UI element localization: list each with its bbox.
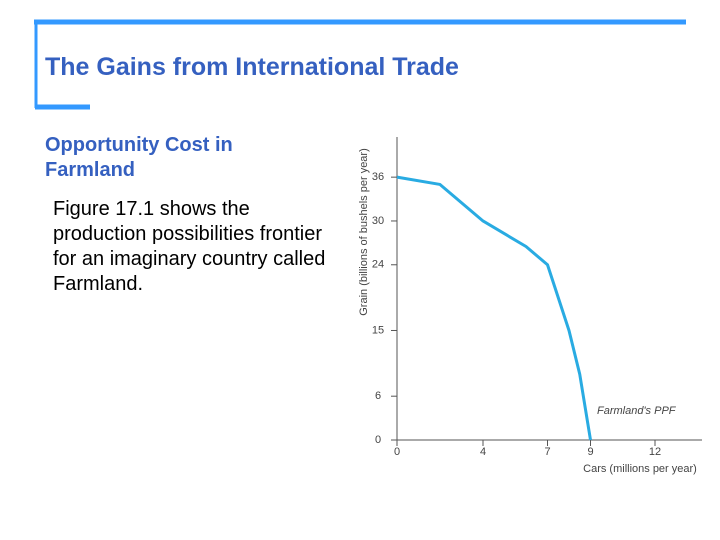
slide-subtitle: Opportunity Cost in Farmland (45, 134, 233, 181)
y-tick-label: 30 (372, 215, 384, 227)
y-tick-label: 15 (372, 324, 384, 336)
x-tick-label: 4 (480, 446, 486, 458)
y-tick-label: 6 (375, 390, 381, 402)
slide-title: The Gains from International Trade (45, 53, 459, 81)
x-tick-label: 7 (544, 446, 550, 458)
y-axis-title: Grain (billions of bushels per year) (358, 148, 370, 316)
y-tick-label: 36 (372, 171, 384, 183)
ppf-curve (396, 175, 592, 441)
y-tick-label: 0 (375, 434, 381, 446)
x-tick-label: 0 (394, 446, 400, 458)
x-axis-title: Cars (millions per year) (583, 463, 697, 475)
x-tick-label: 9 (587, 446, 593, 458)
series-label: Farmland's PPF (597, 405, 677, 417)
slide-body: Figure 17.1 shows the production possibi… (53, 198, 326, 295)
x-tick-label: 12 (649, 446, 661, 458)
y-tick-label: 24 (372, 259, 384, 271)
